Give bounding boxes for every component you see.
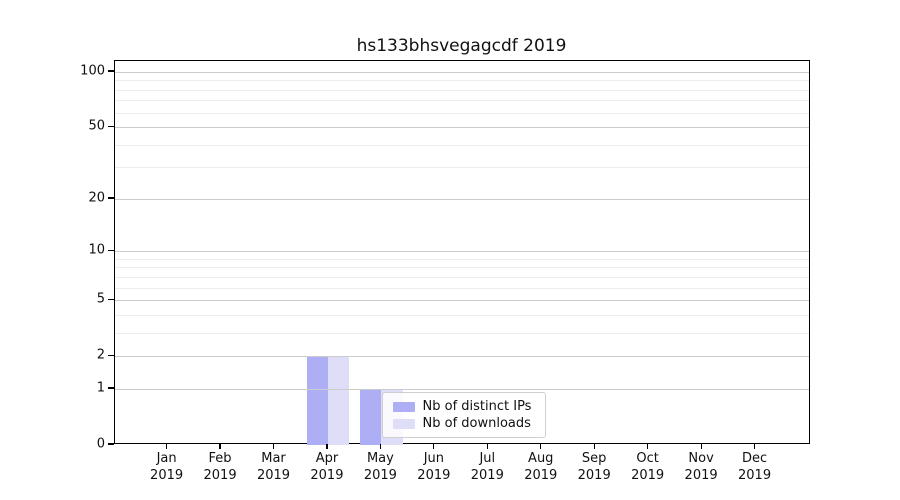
x-tick-label-jun: Jun 2019 <box>417 451 451 483</box>
y-tick-label-100: 100 <box>80 63 105 79</box>
x-tick-mark-feb <box>219 444 221 449</box>
gridline-y-20 <box>114 198 809 200</box>
gridline-y-40 <box>114 144 809 146</box>
gridline-y-70 <box>114 100 809 102</box>
x-tick-mark-oct <box>647 444 649 449</box>
y-tick-label-1: 1 <box>96 380 105 396</box>
legend-swatch-distinct-ips <box>392 401 415 412</box>
gridline-y-60 <box>114 112 809 114</box>
y-tick-mark-100 <box>108 70 114 72</box>
chart-title: hs133bhsvegagcdf 2019 <box>356 36 567 56</box>
x-tick-label-may: May 2019 <box>363 451 397 483</box>
x-tick-label-mar: Mar 2019 <box>256 451 291 483</box>
y-tick-label-0: 0 <box>96 436 105 452</box>
x-tick-label-aug: Aug 2019 <box>524 451 558 483</box>
x-tick-mark-apr <box>326 444 328 449</box>
y-tick-label-50: 50 <box>88 118 105 134</box>
legend-row-distinct-ips: Nb of distinct IPs <box>392 398 537 415</box>
x-tick-label-apr: Apr 2019 <box>310 451 344 483</box>
gridline-y-80 <box>114 89 809 91</box>
y-tick-mark-50 <box>108 125 114 127</box>
gridline-y-50 <box>114 127 809 129</box>
x-tick-mark-jun <box>433 444 435 449</box>
gridline-y-6 <box>114 287 809 289</box>
y-tick-label-5: 5 <box>96 291 105 307</box>
x-tick-label-sep: Sep 2019 <box>577 451 611 483</box>
x-tick-mark-may <box>379 444 381 449</box>
x-tick-mark-dec <box>753 444 756 449</box>
gridline-y-1 <box>114 388 809 390</box>
gridline-y-100 <box>114 71 809 73</box>
legend-swatch-downloads <box>392 418 415 429</box>
y-tick-mark-10 <box>108 249 114 251</box>
x-tick-mark-sep <box>593 444 595 449</box>
gridline-y-9 <box>114 258 809 260</box>
y-tick-mark-0 <box>108 443 114 445</box>
plot-area: Nb of distinct IPs Nb of downloads <box>113 60 810 445</box>
y-tick-mark-2 <box>108 354 114 356</box>
legend-row-downloads: Nb of downloads <box>392 415 537 432</box>
x-tick-label-nov: Nov 2019 <box>684 451 718 483</box>
gridline-y-3 <box>114 332 809 334</box>
y-tick-label-2: 2 <box>96 347 105 363</box>
bar-apr-distinct-ips <box>306 356 328 445</box>
x-tick-label-dec: Dec 2019 <box>738 451 772 483</box>
x-tick-label-feb: Feb 2019 <box>203 451 237 483</box>
x-tick-mark-mar <box>272 444 275 449</box>
legend: Nb of distinct IPs Nb of downloads <box>381 392 546 438</box>
gridline-y-4 <box>114 314 809 316</box>
bar-apr-downloads <box>327 356 350 445</box>
legend-label-distinct-ips: Nb of distinct IPs <box>422 399 532 414</box>
legend-label-downloads: Nb of downloads <box>422 416 531 431</box>
y-tick-mark-5 <box>108 298 114 300</box>
gridline-y-90 <box>114 80 809 82</box>
x-tick-label-jan: Jan 2019 <box>150 451 184 483</box>
y-tick-mark-20 <box>108 197 114 199</box>
x-tick-mark-jan <box>166 444 168 449</box>
x-tick-mark-nov <box>700 444 702 449</box>
gridline-y-5 <box>114 300 809 302</box>
x-tick-label-oct: Oct 2019 <box>631 451 665 483</box>
x-tick-mark-aug <box>540 444 542 449</box>
x-tick-mark-jul <box>486 444 488 449</box>
gridline-y-7 <box>114 276 809 278</box>
bar-may-distinct-ips <box>360 388 382 445</box>
gridline-y-10 <box>114 251 809 253</box>
gridline-y-8 <box>114 267 809 269</box>
y-tick-label-10: 10 <box>88 242 105 258</box>
gridline-y-30 <box>114 167 809 169</box>
y-tick-mark-1 <box>108 387 114 389</box>
gridline-y-2 <box>114 356 809 358</box>
y-tick-label-20: 20 <box>88 190 105 206</box>
x-tick-label-jul: Jul 2019 <box>470 451 504 483</box>
